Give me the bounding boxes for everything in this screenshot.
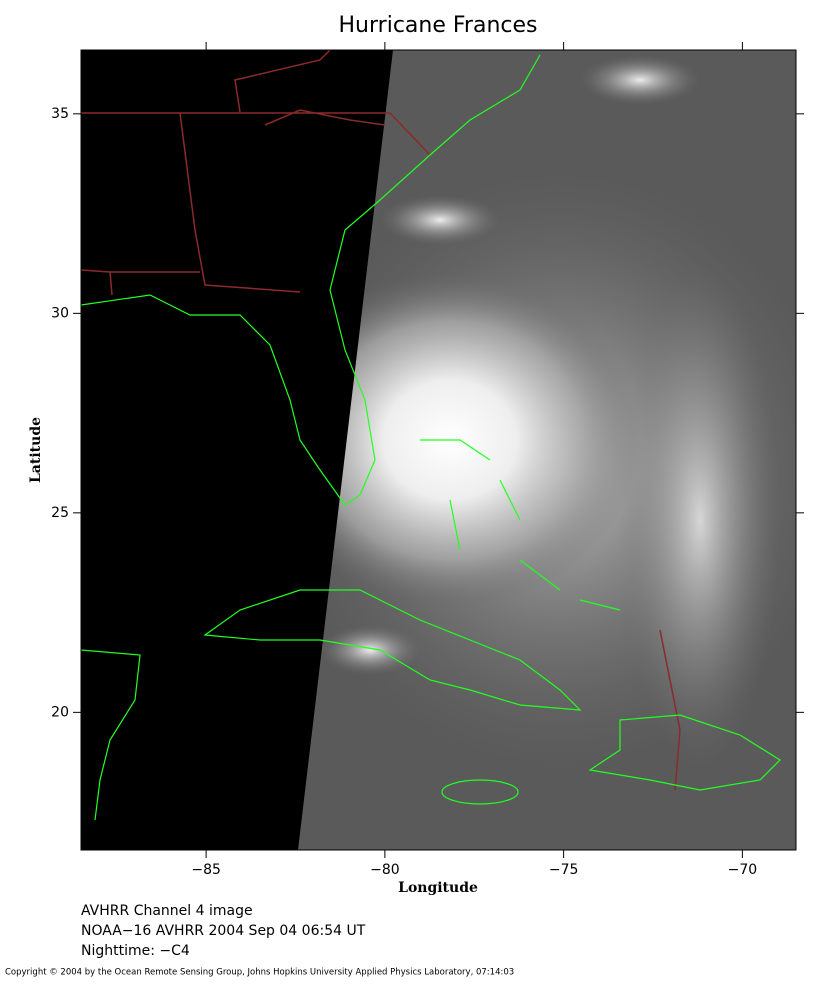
coastline (441, 779, 519, 805)
satellite-image (81, 50, 796, 850)
y-tick-label: 25 (51, 505, 69, 521)
x-tick-label: −70 (728, 862, 758, 878)
y-axis-label: Latitude (28, 417, 44, 483)
note: Nighttime: −C4 (81, 943, 190, 959)
y-tick-label: 35 (51, 106, 69, 122)
cloud (320, 625, 420, 675)
cloud-band (620, 270, 780, 770)
plot-frame (80, 49, 797, 851)
coastline (588, 714, 781, 791)
coastline (420, 439, 621, 611)
coastline (81, 54, 541, 506)
coastline (81, 649, 141, 821)
copyright: Copyright © 2004 by the Ocean Remote Sen… (5, 968, 514, 978)
image-night (81, 50, 393, 850)
x-axis-label: Longitude (398, 880, 478, 896)
state-borders (81, 50, 681, 791)
coastline (203, 589, 582, 711)
cloud (580, 55, 700, 105)
y-tick-label: 30 (51, 305, 69, 321)
x-tick-label: −75 (549, 862, 579, 878)
y-tick-label: 20 (51, 704, 69, 720)
x-tick-label: −85 (191, 862, 221, 878)
title: Hurricane Frances (339, 13, 538, 38)
note: AVHRR Channel 4 image (81, 903, 253, 919)
x-tick-label: −80 (370, 862, 400, 878)
cloud (380, 195, 500, 245)
note: NOAA−16 AVHRR 2004 Sep 04 06:54 UT (81, 923, 366, 939)
